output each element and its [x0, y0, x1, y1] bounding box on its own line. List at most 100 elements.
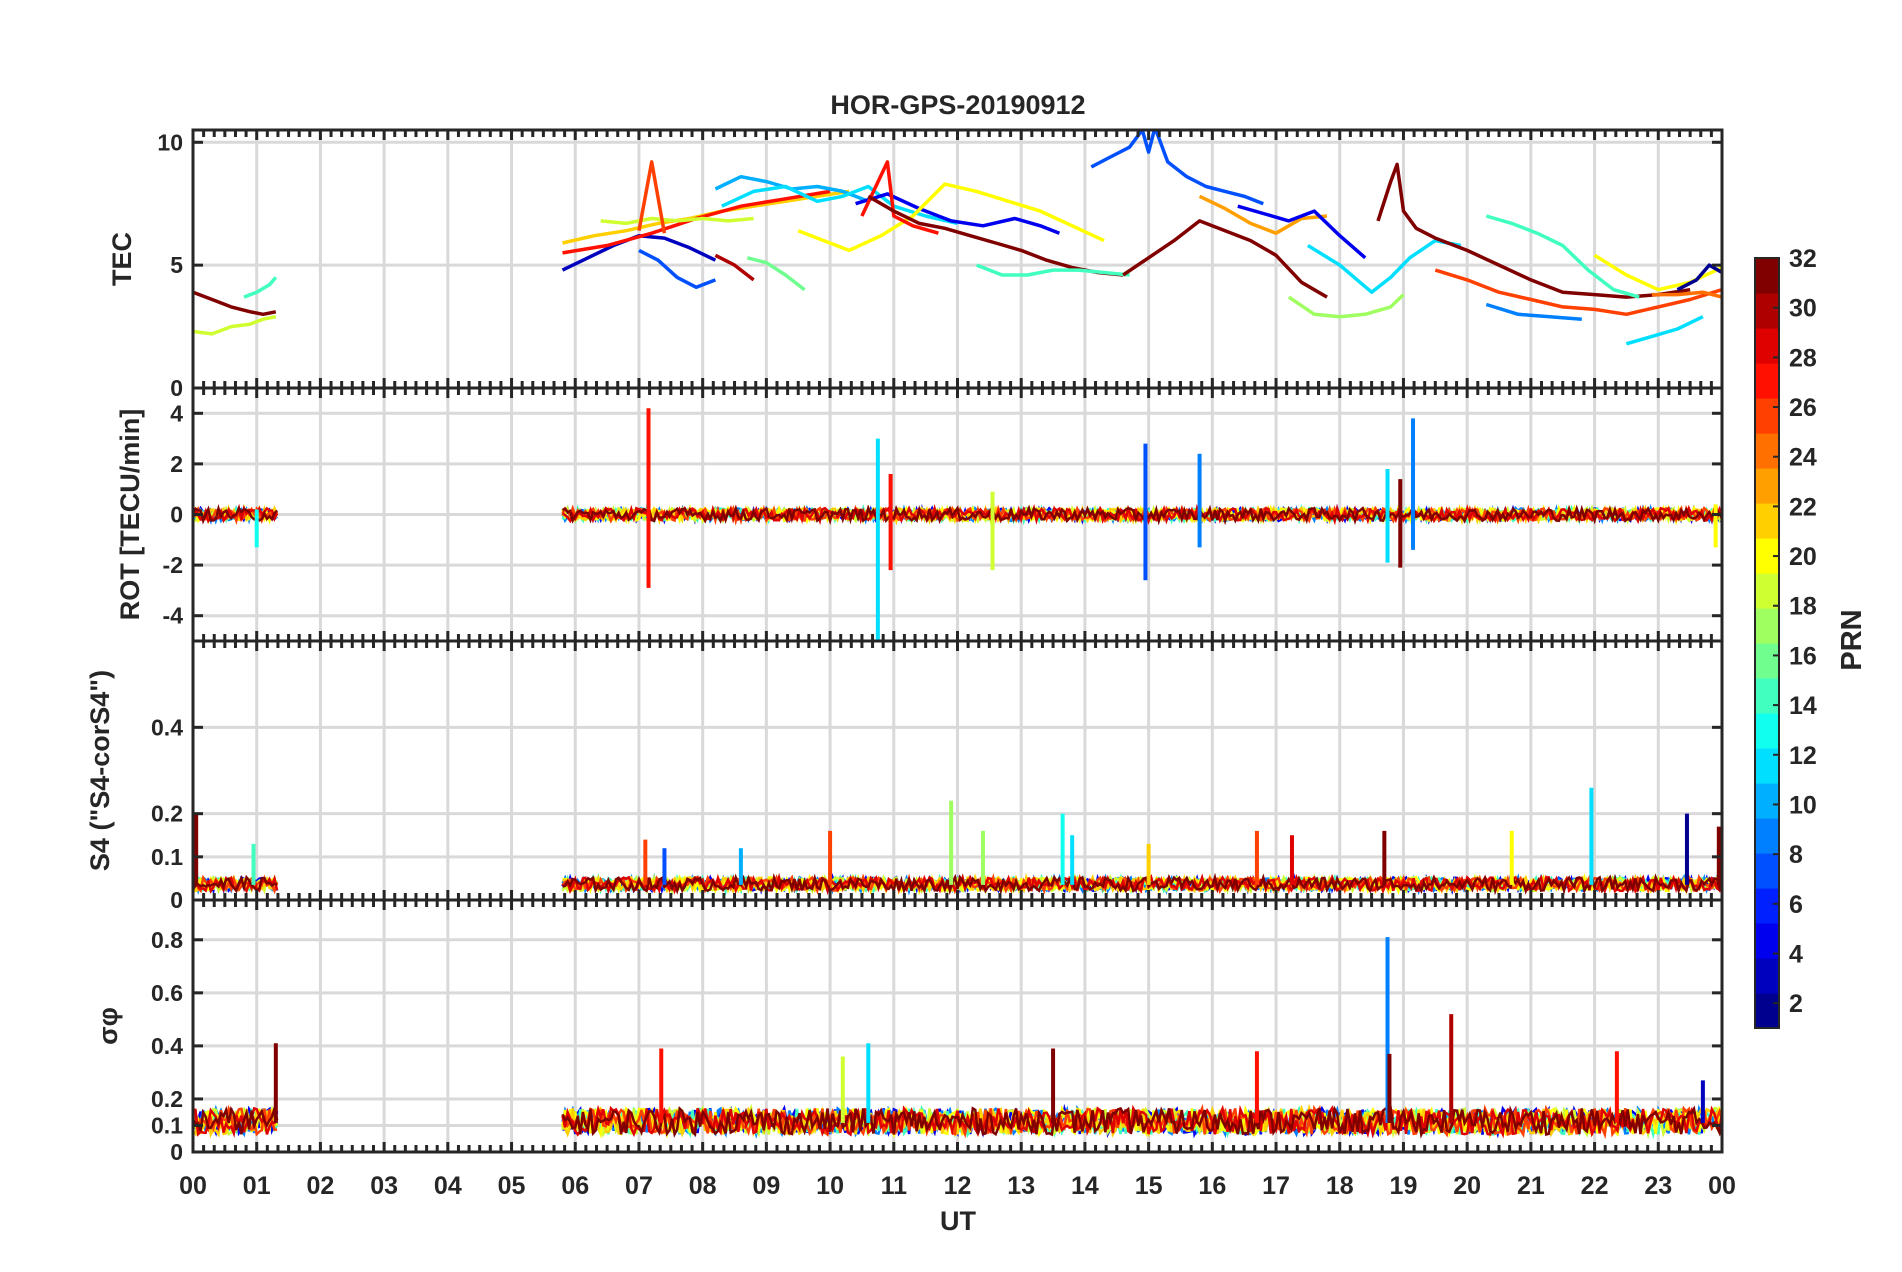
x-tick-label: 01	[243, 1172, 271, 1200]
y-tick-label: 0	[170, 887, 183, 913]
background-trace	[561, 1105, 1722, 1139]
y-tick-label: 0.6	[151, 980, 183, 1006]
y-axis-label-s4: S4 ("S4-corS4")	[85, 670, 115, 871]
y-tick-label: 0.4	[151, 1033, 183, 1059]
colorbar-swatch	[1755, 713, 1779, 749]
chart-title: HOR-GPS-20190912	[830, 90, 1085, 120]
x-tick-label: 21	[1517, 1172, 1545, 1200]
y-tick-label: 4	[170, 400, 183, 426]
series-line-prn-16	[746, 256, 806, 292]
background-trace	[561, 1104, 1722, 1139]
colorbar-tick-label: 24	[1789, 444, 1817, 472]
series-line-prn-15	[975, 263, 1130, 277]
y-tick-label: 2	[170, 451, 183, 477]
x-tick-label: 16	[1198, 1172, 1226, 1200]
colorbar-tick-label: 26	[1789, 394, 1817, 422]
colorbar-tick-label: 8	[1789, 841, 1803, 869]
plot-area-tec	[193, 130, 1722, 346]
colorbar-swatch	[1755, 503, 1779, 539]
x-tick-label: 09	[752, 1172, 780, 1200]
background-trace	[562, 504, 1722, 526]
colorbar-tick-label: 16	[1789, 642, 1817, 670]
colorbar-swatch	[1755, 293, 1779, 329]
colorbar-swatch	[1755, 853, 1779, 889]
series-line-prn-23	[1198, 194, 1328, 235]
y-tick-label: 0.8	[151, 927, 183, 953]
series-line-prn-11	[1625, 315, 1704, 346]
colorbar-tick-label: 28	[1789, 344, 1817, 372]
background-trace	[193, 503, 279, 524]
series-line-prn-27	[860, 160, 939, 235]
colorbar-tick-label: 20	[1789, 543, 1817, 571]
y-tick-label: -2	[163, 552, 183, 578]
y-tick-label: 0.4	[151, 714, 183, 740]
x-tick-label: 03	[370, 1172, 398, 1200]
y-tick-label: 10	[157, 129, 183, 155]
series-line-prn-30	[714, 253, 755, 282]
colorbar-swatch	[1755, 818, 1779, 854]
series-line-prn-19	[193, 314, 277, 336]
x-tick-label: 00	[179, 1172, 207, 1200]
x-axis: 00 01 02 03 04 05 06 07 08 09 10 11 12 13 14 15 16 17 18 19…	[179, 1172, 1736, 1200]
colorbar-swatch	[1755, 573, 1779, 609]
colorbar-tick-label: 6	[1789, 891, 1803, 919]
series-line-prn-31	[193, 290, 277, 317]
y-tick-label: 0.2	[151, 801, 183, 827]
colorbar-swatch	[1755, 258, 1779, 294]
colorbar-tick-label: 18	[1789, 593, 1817, 621]
y-tick-label: 0	[170, 375, 183, 401]
series-line-prn-8	[1090, 130, 1264, 206]
panel-s4: 0 0.1 0.2 0.4 S4 ("S4-corS4")	[85, 639, 1724, 913]
series-line-prn-9	[1485, 302, 1582, 321]
series-line-prn-8	[638, 248, 717, 290]
x-tick-label: 14	[1071, 1172, 1099, 1200]
colorbar-tick-label: 32	[1789, 245, 1817, 273]
colorbar-tick-label: 30	[1789, 295, 1817, 323]
colorbar-label: PRN	[1836, 609, 1868, 670]
colorbar-swatch	[1755, 433, 1779, 469]
colorbar-tick-label: 14	[1789, 692, 1817, 720]
series-line-prn-26	[1434, 268, 1722, 317]
x-tick-label: 04	[434, 1172, 462, 1200]
y-tick-label: 0	[170, 1139, 183, 1165]
x-tick-label: 10	[816, 1172, 844, 1200]
series-line-prn-26	[637, 160, 667, 234]
x-tick-label: 07	[625, 1172, 653, 1200]
x-tick-label: 15	[1135, 1172, 1163, 1200]
colorbar-swatch	[1755, 888, 1779, 924]
series-line-prn-20	[797, 182, 1105, 253]
colorbar-swatch	[1755, 958, 1779, 994]
series-line-prn-18	[600, 216, 754, 226]
x-tick-label: 00	[1708, 1172, 1736, 1200]
x-tick-label: 08	[689, 1172, 717, 1200]
panel-sigma_phi: 00.10.2 0.4 0.6 0.8 σφ	[93, 898, 1724, 1165]
colorbar-swatch	[1755, 993, 1779, 1029]
x-tick-label: 19	[1390, 1172, 1418, 1200]
y-tick-label: -4	[163, 603, 184, 629]
series-line-prn-15	[1485, 214, 1640, 299]
series-line-prn-24	[1651, 290, 1722, 299]
plot-area-rot	[193, 408, 1722, 641]
y-tick-label: 0.1	[151, 1112, 183, 1138]
x-tick-label: 13	[1007, 1172, 1035, 1200]
colorbar-swatch	[1755, 398, 1779, 434]
y-tick-label: 5	[170, 252, 183, 278]
y-axis-label-sigma_phi: σφ	[93, 1007, 123, 1045]
colorbar-swatch	[1755, 748, 1779, 784]
colorbar-tick-label: 2	[1789, 990, 1803, 1018]
series-line-prn-31	[1376, 162, 1691, 299]
background-trace	[193, 1103, 279, 1135]
x-tick-label: 20	[1453, 1172, 1481, 1200]
background-trace	[193, 874, 278, 894]
colorbar-tick-label: 10	[1789, 791, 1817, 819]
background-trace	[562, 872, 1722, 896]
series-line-prn-4	[1237, 204, 1367, 260]
x-tick-label: 06	[561, 1172, 589, 1200]
colorbar-swatch	[1755, 468, 1779, 504]
series-line-prn-31	[1122, 219, 1328, 299]
y-tick-label: 0.1	[151, 844, 183, 870]
background-trace	[193, 503, 279, 525]
